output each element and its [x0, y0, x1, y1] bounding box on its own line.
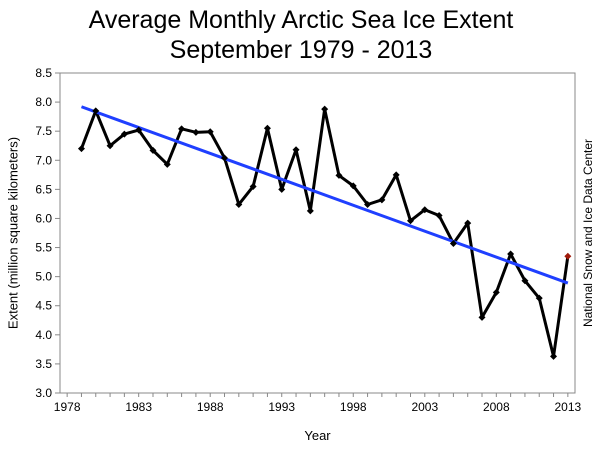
y-tick-label: 7.5	[35, 124, 52, 138]
data-point	[421, 206, 429, 214]
data-point	[478, 313, 486, 321]
y-tick-label: 4.5	[35, 299, 52, 313]
data-point	[564, 252, 572, 260]
y-tick-label: 4.0	[35, 328, 52, 342]
y-axis-label: Extent (million square kilometers)	[5, 136, 21, 330]
data-point	[192, 128, 200, 136]
data-point	[435, 212, 443, 220]
data-point	[392, 171, 400, 179]
y-tick-label: 8.0	[35, 95, 52, 109]
data-point	[163, 160, 171, 168]
y-tick-label: 8.5	[35, 66, 52, 80]
data-point	[535, 294, 543, 302]
credit-label: National Snow and Ice Data Center	[581, 138, 595, 328]
x-tick-label: 2008	[483, 400, 510, 414]
data-point	[206, 128, 214, 136]
data-point	[464, 219, 472, 227]
x-tick-label: 2013	[554, 400, 581, 414]
data-point	[149, 146, 157, 154]
data-point	[221, 154, 229, 162]
chart-title: Average Monthly Arctic Sea Ice Extent	[88, 6, 514, 34]
data-point	[364, 200, 372, 208]
y-tick-label: 3.0	[35, 386, 52, 400]
x-tick-label: 1993	[268, 400, 295, 414]
x-tick-label: 1983	[125, 400, 152, 414]
y-tick-label: 3.5	[35, 357, 52, 371]
data-point	[321, 105, 329, 113]
y-tick-label: 6.0	[35, 211, 52, 225]
y-tick-label: 6.5	[35, 182, 52, 196]
data-point	[292, 146, 300, 154]
data-point	[406, 217, 414, 225]
data-point	[120, 130, 128, 138]
series-line	[80, 107, 570, 358]
data-point	[278, 185, 286, 193]
data-point	[335, 171, 343, 179]
data-point	[449, 239, 457, 247]
y-tick-label: 5.0	[35, 270, 52, 284]
data-point	[378, 196, 386, 204]
data-point	[92, 107, 100, 115]
data-point	[249, 182, 257, 190]
x-axis-label: Year	[304, 428, 331, 443]
data-point	[77, 145, 85, 153]
data-point	[263, 124, 271, 132]
data-point	[178, 125, 186, 133]
data-point	[106, 142, 114, 150]
data-point	[507, 250, 515, 258]
x-tick-label: 2003	[411, 400, 438, 414]
data-point	[492, 288, 500, 296]
chart-subtitle: September 1979 - 2013	[169, 36, 433, 64]
x-tick-label: 1998	[340, 400, 367, 414]
trend-line	[80, 105, 569, 285]
data-point	[135, 126, 143, 134]
data-point	[521, 277, 529, 285]
plot-frame	[59, 72, 576, 394]
data-point	[306, 207, 314, 215]
y-tick-label: 7.0	[35, 153, 52, 167]
data-point	[550, 352, 558, 360]
x-tick-label: 1978	[54, 400, 81, 414]
data-point	[235, 200, 243, 208]
y-tick-label: 5.5	[35, 241, 52, 255]
data-point	[349, 182, 357, 190]
x-tick-label: 1988	[197, 400, 224, 414]
